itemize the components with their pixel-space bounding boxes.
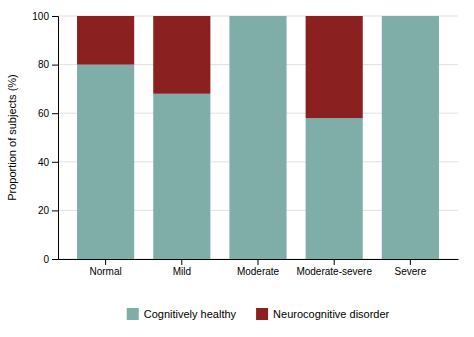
tick: Mild: [173, 259, 191, 277]
bar: [153, 16, 210, 94]
tick-mark: [52, 65, 58, 66]
bar: [306, 16, 363, 118]
bar: [229, 16, 286, 259]
chart: Normal Mild Moderate Moderate-severe Severe 0…: [0, 0, 474, 337]
bar: [229, 16, 286, 17]
tick-label: 20: [38, 205, 50, 216]
legend-swatch: [127, 308, 139, 320]
legend-item: Cognitively healthy: [127, 308, 237, 320]
tick-mark: [258, 259, 259, 265]
tick: Normal: [90, 259, 122, 277]
bar: [306, 118, 363, 259]
tick-label: 60: [38, 108, 50, 119]
tick: 80: [38, 59, 58, 70]
tick: Moderate-severe: [296, 259, 372, 277]
legend-label: Cognitively healthy: [144, 308, 237, 320]
tick-mark: [181, 259, 182, 265]
series: [77, 16, 363, 118]
tick-mark: [105, 259, 106, 265]
bar: [153, 94, 210, 259]
tick-label: 100: [32, 11, 49, 22]
grid: [58, 16, 458, 259]
bars: [77, 16, 439, 259]
y-axis: 0 20 40 60 80 100: [32, 11, 58, 265]
tick-mark: [52, 259, 58, 260]
bar: [382, 16, 439, 259]
tick-mark: [52, 113, 58, 114]
tick-mark: [410, 259, 411, 265]
tick-label: 40: [38, 157, 50, 168]
tick: Severe: [395, 259, 427, 277]
tick-label: Moderate-severe: [296, 266, 372, 277]
tick: Moderate: [237, 259, 280, 277]
tick-label: Severe: [395, 266, 427, 277]
x-axis: Normal Mild Moderate Moderate-severe Severe: [59, 259, 459, 277]
series: [77, 16, 439, 259]
tick-mark: [52, 210, 58, 211]
tick-label: 80: [38, 59, 50, 70]
tick: 60: [38, 108, 58, 119]
tick: 20: [38, 205, 58, 216]
tick: 0: [43, 254, 58, 265]
legend-label: Neurocognitive disorder: [273, 308, 390, 320]
tick-label: Moderate: [237, 266, 280, 277]
bar: [77, 16, 134, 65]
tick-mark: [334, 259, 335, 265]
tick-label: Mild: [173, 266, 191, 277]
bar: [77, 65, 134, 259]
tick-label: Normal: [90, 266, 122, 277]
y-axis-label: Proportion of subjects (%): [6, 74, 18, 201]
tick-label: 0: [43, 254, 49, 265]
bar: [382, 16, 439, 17]
axis-line: [52, 17, 59, 260]
tick: 40: [38, 157, 58, 168]
legend-swatch: [256, 308, 268, 320]
legend-item: Neurocognitive disorder: [256, 308, 390, 320]
legend: Cognitively healthy Neurocognitive disord…: [127, 308, 390, 320]
tick-mark: [52, 162, 58, 163]
tick: 100: [32, 11, 58, 22]
tick-mark: [52, 16, 58, 17]
